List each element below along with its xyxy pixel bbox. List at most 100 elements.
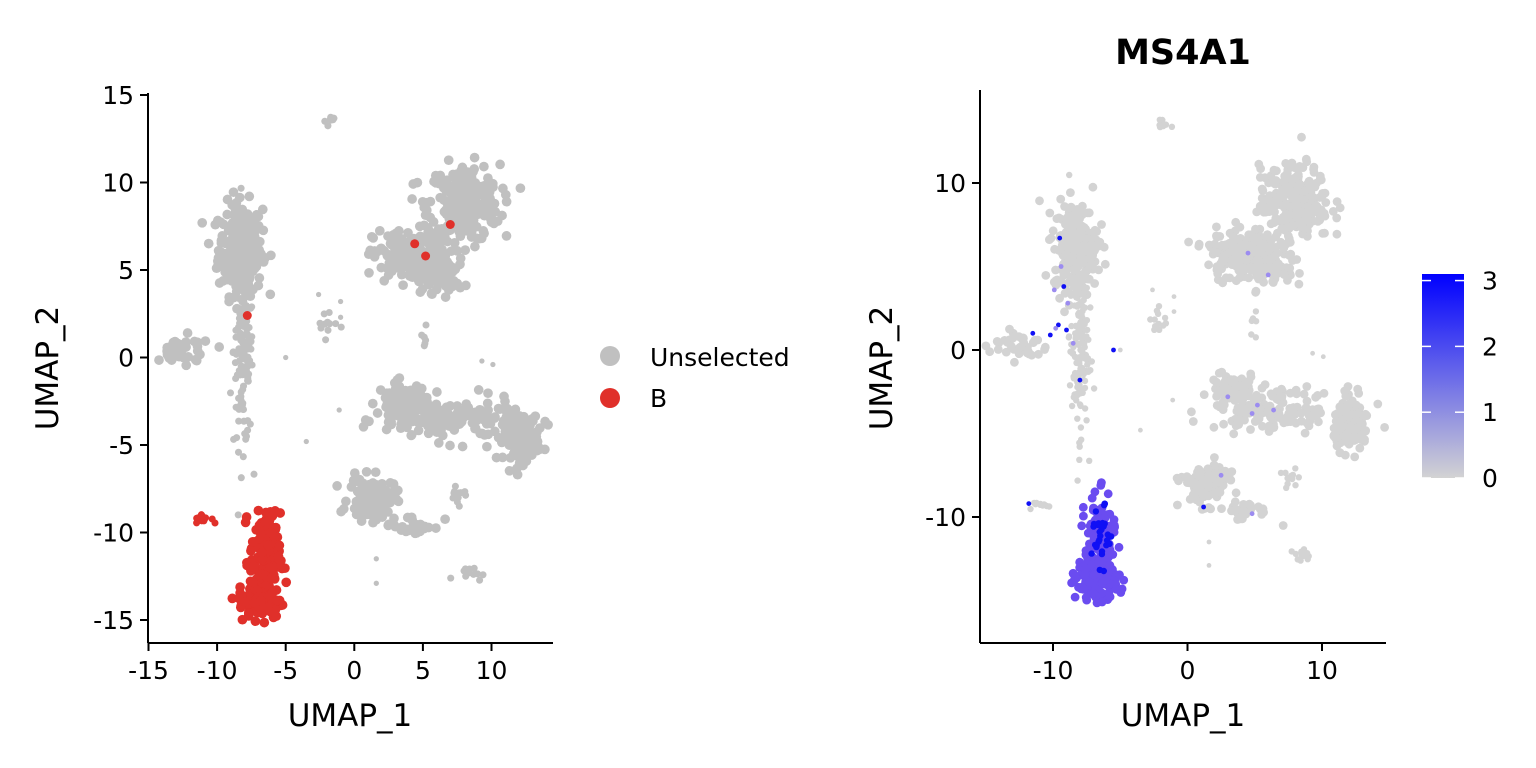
data-point bbox=[341, 496, 351, 507]
data-point bbox=[247, 304, 255, 312]
data-point bbox=[237, 294, 245, 303]
data-point bbox=[1049, 277, 1059, 287]
data-point bbox=[1302, 157, 1312, 167]
data-point bbox=[1017, 334, 1027, 344]
data-point bbox=[323, 318, 332, 326]
data-point bbox=[239, 382, 248, 390]
data-point bbox=[1282, 469, 1289, 476]
data-point bbox=[176, 342, 186, 353]
data-point bbox=[1275, 215, 1285, 225]
data-point bbox=[457, 162, 468, 173]
data-point bbox=[235, 582, 245, 592]
data-point bbox=[410, 528, 421, 539]
data-point bbox=[1301, 403, 1311, 412]
data-point bbox=[1076, 263, 1084, 270]
data-point bbox=[1343, 411, 1353, 421]
data-point bbox=[1235, 222, 1245, 232]
data-point bbox=[421, 392, 432, 403]
data-point bbox=[1278, 521, 1288, 530]
data-point bbox=[242, 435, 250, 443]
data-point bbox=[233, 209, 244, 220]
x-axis-title-right: UMAP_1 bbox=[1121, 698, 1246, 734]
data-point bbox=[1258, 239, 1268, 248]
data-point bbox=[1071, 268, 1078, 275]
data-point bbox=[446, 262, 457, 272]
y-tick-label: 15 bbox=[102, 81, 134, 110]
data-point bbox=[1056, 194, 1066, 204]
data-point bbox=[371, 493, 382, 503]
data-point bbox=[373, 580, 379, 586]
data-point bbox=[243, 357, 251, 365]
data-point bbox=[476, 576, 484, 584]
data-point bbox=[388, 479, 399, 489]
data-point bbox=[497, 210, 507, 221]
series-2 bbox=[1026, 235, 1206, 575]
data-point bbox=[481, 418, 492, 429]
data-point bbox=[1070, 253, 1077, 260]
data-point bbox=[246, 546, 256, 556]
data-point bbox=[1072, 288, 1080, 295]
data-point bbox=[266, 573, 277, 584]
data-point bbox=[1295, 269, 1304, 278]
data-point bbox=[476, 181, 487, 192]
data-point bbox=[189, 336, 200, 347]
y-tick-label: 0 bbox=[950, 336, 966, 365]
data-point bbox=[1156, 116, 1164, 124]
data-point bbox=[1194, 241, 1204, 251]
data-point bbox=[1108, 533, 1115, 540]
data-point bbox=[1246, 425, 1255, 434]
data-point bbox=[1066, 188, 1075, 198]
data-point bbox=[1103, 489, 1113, 499]
data-point bbox=[1027, 505, 1034, 513]
data-point bbox=[981, 341, 991, 351]
data-point bbox=[234, 448, 243, 456]
data-point bbox=[1010, 357, 1019, 367]
data-point bbox=[458, 205, 468, 216]
data-point bbox=[1220, 377, 1230, 387]
data-point bbox=[486, 217, 497, 227]
data-point bbox=[1314, 404, 1324, 414]
data-point bbox=[1076, 439, 1083, 446]
data-point bbox=[407, 390, 417, 401]
data-point bbox=[1297, 557, 1304, 564]
data-point bbox=[1353, 384, 1363, 394]
data-point bbox=[230, 435, 238, 443]
data-point bbox=[1281, 159, 1291, 168]
data-point bbox=[1247, 240, 1257, 250]
data-point bbox=[1318, 190, 1327, 200]
data-point bbox=[412, 177, 423, 188]
data-point bbox=[245, 282, 253, 290]
data-point bbox=[235, 257, 243, 265]
data-point bbox=[392, 257, 403, 268]
data-point bbox=[407, 194, 417, 204]
data-point bbox=[337, 323, 345, 331]
data-point bbox=[1217, 504, 1226, 513]
data-point bbox=[1097, 532, 1104, 540]
data-point bbox=[1258, 421, 1267, 431]
data-point bbox=[1199, 390, 1209, 399]
data-point bbox=[257, 547, 267, 558]
data-point bbox=[1201, 504, 1206, 510]
data-point bbox=[1079, 511, 1088, 521]
data-point bbox=[360, 415, 371, 425]
x-tick-label: -10 bbox=[1033, 656, 1074, 685]
data-point bbox=[1204, 260, 1213, 270]
data-point bbox=[440, 514, 450, 525]
data-point bbox=[1183, 478, 1192, 487]
data-point bbox=[372, 408, 383, 418]
data-point bbox=[1075, 372, 1083, 379]
data-point bbox=[1218, 405, 1228, 414]
data-point bbox=[1229, 429, 1239, 439]
data-point bbox=[1094, 265, 1103, 275]
data-point bbox=[401, 251, 411, 262]
data-point bbox=[254, 273, 265, 283]
data-point bbox=[1026, 501, 1032, 506]
data-point bbox=[459, 178, 469, 189]
data-point bbox=[1272, 194, 1282, 204]
data-point bbox=[1050, 244, 1059, 254]
data-point bbox=[240, 597, 250, 607]
data-point bbox=[1065, 232, 1075, 242]
data-point bbox=[332, 320, 340, 328]
data-point bbox=[433, 438, 444, 448]
data-point bbox=[1321, 198, 1331, 207]
